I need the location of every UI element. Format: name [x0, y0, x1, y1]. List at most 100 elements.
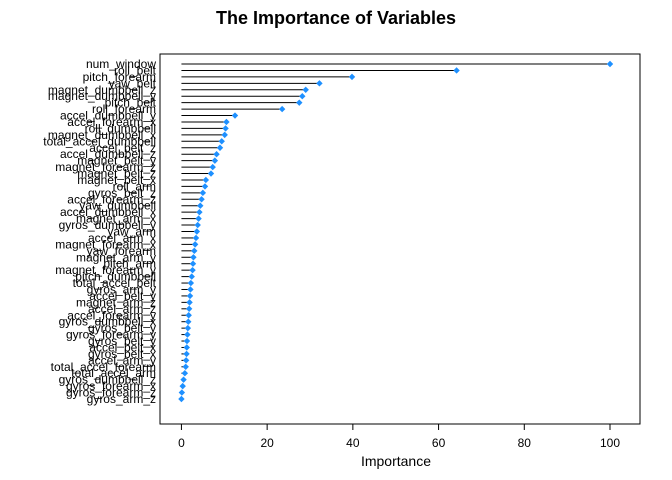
x-axis-label: Importance	[361, 453, 431, 469]
data-point	[223, 118, 230, 126]
plot-area: num_windowroll_beltpitch_forearmyaw_belt…	[43, 53, 641, 425]
data-point	[316, 80, 323, 87]
y-tick-label: accel_belt_x	[89, 340, 156, 354]
y-tick-label: gyros_arm_y	[87, 282, 156, 296]
y-tick-label: accel_forearm_x	[67, 115, 156, 129]
y-tick-label: accel_forearm_z	[67, 192, 156, 206]
data-point	[189, 260, 197, 267]
y-tick-label: yaw_arm	[107, 225, 156, 239]
data-point	[606, 60, 614, 68]
y-tick-label: num_window	[86, 57, 156, 71]
data-point	[187, 279, 195, 287]
data-point	[231, 112, 239, 119]
y-tick-label: magnet_forearm_y	[55, 263, 156, 277]
stem-layer	[181, 63, 610, 394]
data-point	[199, 189, 207, 197]
data-point	[181, 370, 189, 377]
data-point	[192, 234, 200, 242]
data-point	[198, 196, 205, 203]
y-tick-label: total_accel_dumbbell	[43, 134, 156, 148]
data-point	[191, 247, 198, 255]
data-point	[182, 363, 189, 370]
data-point	[184, 324, 192, 332]
data-point	[213, 150, 220, 158]
x-tick-label: 100	[600, 436, 620, 450]
data-point	[453, 67, 460, 74]
data-point	[194, 221, 201, 229]
x-axis-ticks	[180, 424, 611, 430]
data-point	[201, 183, 209, 190]
y-tick-label: gyros_forearm_z	[66, 386, 156, 400]
y-tick-label: gyros_belt_x	[88, 347, 156, 361]
data-point	[179, 382, 186, 390]
data-point	[190, 254, 197, 261]
y-tick-label: gyros_belt_z	[88, 186, 156, 200]
x-tick-label: 20	[260, 436, 274, 450]
data-point	[296, 99, 303, 106]
plot-frame	[159, 53, 641, 425]
y-tick-label: accel_belt_y	[89, 289, 156, 303]
y-tick-label: gyros_belt_y	[88, 321, 156, 335]
data-point	[195, 215, 202, 222]
y-tick-label: pitch_arm	[103, 257, 156, 271]
y-tick-label: roll_forearm	[92, 102, 156, 116]
y-tick-label: pitch_dumbbell	[75, 270, 156, 284]
y-tick-label: gyros_dumbbell_z	[59, 373, 156, 387]
y-axis-tick-labels: num_windowroll_beltpitch_forearmyaw_belt…	[43, 57, 156, 406]
data-point	[278, 105, 286, 113]
x-tick-label: 0	[178, 436, 185, 450]
x-tick-label: 80	[518, 436, 532, 450]
y-tick-label: roll_arm	[113, 179, 156, 193]
y-tick-label: gyros_forearm_x	[66, 379, 156, 393]
data-point	[299, 93, 306, 100]
data-point	[222, 125, 229, 132]
data-point	[183, 344, 190, 351]
data-point	[186, 299, 193, 306]
data-point	[185, 312, 192, 319]
x-axis-tick-labels: 0 20 40 60 80 100	[178, 436, 620, 450]
y-tick-label: yaw_belt	[109, 76, 157, 90]
y-tick-label: magnet_forearm_x	[55, 237, 156, 251]
data-point	[185, 305, 193, 313]
data-point	[185, 318, 192, 325]
data-point	[180, 376, 187, 383]
data-point	[183, 350, 190, 358]
data-point	[348, 73, 356, 81]
y-tick-label: accel_dumbbell_z	[60, 147, 156, 161]
y-tick-label: accel_arm_z	[88, 302, 156, 316]
y-tick-label: pitch_belt	[105, 96, 157, 110]
data-point	[182, 357, 190, 364]
y-tick-label: magnet_forearm_z	[55, 160, 156, 174]
data-point	[178, 389, 186, 396]
data-point	[216, 144, 224, 151]
y-tick-label: roll_belt	[114, 63, 157, 77]
y-tick-label: magnet_dumbbell_z	[48, 83, 156, 97]
y-tick-label: total_accel_arm	[71, 366, 156, 380]
data-point	[178, 395, 185, 403]
data-point	[183, 337, 191, 345]
y-tick-label: accel_arm_y	[88, 353, 156, 367]
y-tick-label: magnet_arm_z	[76, 295, 156, 309]
y-tick-label: magnet_belt_z	[77, 167, 156, 181]
y-tick-label: gyros_dumbbell_x	[59, 315, 156, 329]
y-tick-label: magnet_dumbbell_y	[48, 89, 156, 103]
y-tick-label: accel_arm_x	[88, 231, 156, 245]
point-layer	[178, 60, 614, 403]
y-tick-label: gyros_arm_z	[87, 392, 156, 406]
x-tick-label: 60	[432, 436, 446, 450]
data-point	[187, 286, 194, 293]
y-tick-label: magnet_arm_x	[76, 212, 156, 226]
data-point	[221, 131, 228, 139]
y-tick-label: accel_belt_z	[89, 141, 156, 155]
data-point	[211, 157, 219, 164]
x-axis: 0 20 40 60 80 100	[178, 424, 620, 450]
data-point	[184, 331, 191, 338]
y-tick-label: magnet_dumbbell_x	[48, 128, 156, 142]
data-point	[302, 86, 309, 93]
x-tick-label: 40	[346, 436, 360, 450]
y-tick-label: pitch_forearm	[83, 70, 156, 84]
y-tick-label: yaw_dumbbell	[79, 199, 156, 213]
y-tick-label: gyros_dumbbell_y	[59, 218, 156, 232]
y-tick-label: total_accel_forearm	[51, 360, 156, 374]
